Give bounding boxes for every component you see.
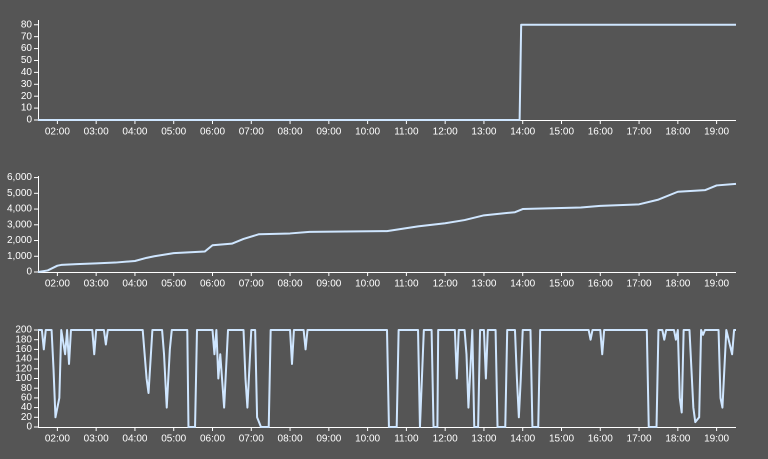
x-tick-label: 02:00 — [45, 434, 70, 445]
x-tick-label: 09:00 — [316, 279, 341, 290]
y-tick-label: 0 — [26, 267, 32, 278]
x-tick-label: 15:00 — [549, 279, 574, 290]
x-tick-label: 07:00 — [239, 279, 264, 290]
y-tick-label: 50 — [21, 55, 33, 66]
x-tick-label: 05:00 — [161, 434, 186, 445]
x-tick-label: 13:00 — [471, 127, 496, 138]
data-line — [38, 329, 736, 428]
y-tick-label: 160 — [15, 344, 32, 355]
x-tick-label: 18:00 — [665, 127, 690, 138]
y-tick-label: 40 — [21, 402, 33, 413]
x-tick-label: 17:00 — [627, 127, 652, 138]
x-tick-label: 06:00 — [200, 434, 225, 445]
x-tick-label: 12:00 — [433, 127, 458, 138]
y-tick-label: 30 — [21, 79, 33, 90]
x-tick-label: 16:00 — [588, 127, 613, 138]
x-tick-label: 15:00 — [549, 127, 574, 138]
y-tick-label: 5,000 — [7, 188, 32, 199]
x-tick-label: 17:00 — [627, 434, 652, 445]
y-tick-label: 0 — [26, 115, 32, 126]
y-tick-label: 10 — [21, 103, 33, 114]
y-tick-label: 80 — [21, 383, 33, 394]
x-tick-label: 09:00 — [316, 127, 341, 138]
x-tick-label: 14:00 — [510, 279, 535, 290]
y-tick-label: 20 — [21, 91, 33, 102]
x-tick-label: 11:00 — [394, 127, 419, 138]
x-tick-label: 06:00 — [200, 279, 225, 290]
x-tick-label: 05:00 — [161, 279, 186, 290]
x-tick-label: 10:00 — [355, 127, 380, 138]
x-tick-label: 04:00 — [122, 279, 147, 290]
x-tick-label: 11:00 — [394, 434, 419, 445]
y-tick-label: 60 — [21, 43, 33, 54]
x-tick-label: 16:00 — [588, 434, 613, 445]
y-tick-label: 100 — [15, 373, 32, 384]
x-tick-label: 08:00 — [278, 279, 303, 290]
x-tick-label: 07:00 — [239, 127, 264, 138]
y-tick-label: 180 — [15, 334, 32, 345]
y-tick-label: 120 — [15, 363, 32, 374]
x-tick-label: 03:00 — [84, 434, 109, 445]
x-tick-label: 07:00 — [239, 434, 264, 445]
y-tick-label: 2,000 — [7, 235, 32, 246]
x-tick-label: 17:00 — [627, 279, 652, 290]
x-tick-label: 13:00 — [471, 434, 496, 445]
data-line — [38, 23, 736, 121]
data-line — [37, 182, 737, 273]
x-tick-label: 11:00 — [394, 279, 419, 290]
y-tick-label: 0 — [26, 422, 32, 433]
x-tick-label: 08:00 — [278, 127, 303, 138]
x-tick-label: 04:00 — [122, 127, 147, 138]
x-tick-label: 04:00 — [122, 434, 147, 445]
x-tick-label: 02:00 — [45, 279, 70, 290]
x-tick-label: 10:00 — [355, 279, 380, 290]
x-tick-label: 08:00 — [278, 434, 303, 445]
x-tick-label: 13:00 — [471, 279, 496, 290]
x-tick-label: 15:00 — [549, 434, 574, 445]
x-tick-label: 09:00 — [316, 434, 341, 445]
y-tick-label: 80 — [21, 19, 33, 30]
x-tick-label: 12:00 — [433, 279, 458, 290]
y-tick-label: 140 — [15, 354, 32, 365]
x-tick-label: 16:00 — [588, 279, 613, 290]
y-tick-label: 200 — [15, 325, 32, 336]
y-tick-label: 40 — [21, 67, 33, 78]
x-tick-label: 18:00 — [665, 279, 690, 290]
x-tick-label: 14:00 — [510, 434, 535, 445]
x-tick-label: 10:00 — [355, 434, 380, 445]
y-tick-label: 6,000 — [7, 172, 32, 183]
x-tick-label: 18:00 — [665, 434, 690, 445]
x-tick-label: 19:00 — [704, 434, 729, 445]
x-tick-label: 12:00 — [433, 434, 458, 445]
y-tick-label: 60 — [21, 393, 33, 404]
x-tick-label: 03:00 — [84, 279, 109, 290]
x-tick-label: 06:00 — [200, 127, 225, 138]
x-tick-label: 02:00 — [45, 127, 70, 138]
x-tick-label: 14:00 — [510, 127, 535, 138]
y-tick-label: 3,000 — [7, 219, 32, 230]
y-tick-label: 20 — [21, 412, 33, 423]
x-tick-label: 19:00 — [704, 279, 729, 290]
y-tick-label: 70 — [21, 31, 33, 42]
y-tick-label: 1,000 — [7, 251, 32, 262]
x-tick-label: 03:00 — [84, 127, 109, 138]
x-tick-label: 19:00 — [704, 127, 729, 138]
x-tick-label: 05:00 — [161, 127, 186, 138]
y-tick-label: 4,000 — [7, 204, 32, 215]
